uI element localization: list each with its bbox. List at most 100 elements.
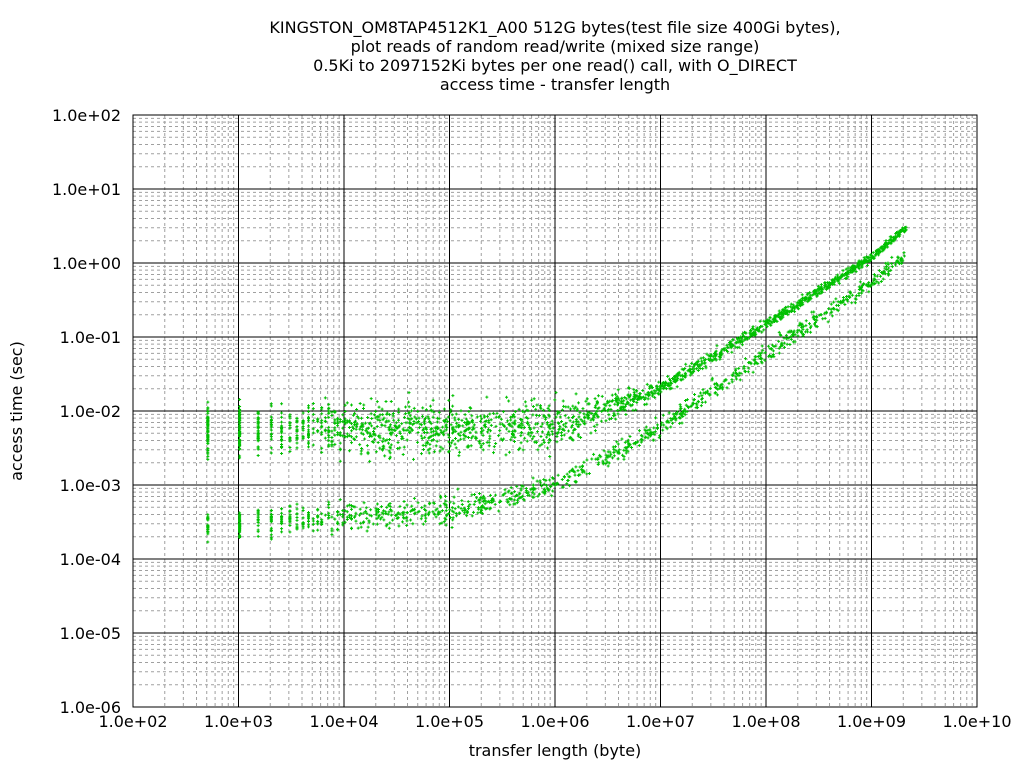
data-point <box>336 522 340 526</box>
data-point <box>519 488 523 492</box>
data-point <box>446 415 450 419</box>
data-point <box>886 245 890 249</box>
data-point <box>890 255 894 259</box>
data-point <box>469 444 473 448</box>
data-point <box>705 352 709 356</box>
data-point <box>347 420 351 424</box>
data-point <box>354 435 358 439</box>
data-point <box>582 460 586 464</box>
data-point <box>349 403 353 407</box>
data-point <box>605 455 609 459</box>
data-point <box>376 418 380 422</box>
y-tick-label: 1.0e-06 <box>60 698 121 717</box>
data-point <box>551 489 555 493</box>
data-point <box>442 407 446 411</box>
data-point <box>435 439 439 443</box>
data-point <box>406 428 410 432</box>
data-point <box>355 422 359 426</box>
data-point <box>354 519 358 523</box>
data-point <box>761 348 765 352</box>
data-point <box>560 431 564 435</box>
data-point <box>620 437 624 441</box>
data-point <box>462 433 466 437</box>
data-point <box>624 446 628 450</box>
data-point <box>777 346 781 350</box>
data-point <box>890 262 894 266</box>
data-point <box>280 415 284 419</box>
data-point <box>397 407 401 411</box>
data-point <box>307 519 311 523</box>
data-point <box>606 450 610 454</box>
data-point <box>343 421 347 425</box>
data-point <box>402 499 406 503</box>
data-point <box>377 405 381 409</box>
data-point <box>683 366 687 370</box>
data-point <box>382 416 386 420</box>
data-point <box>602 449 606 453</box>
data-point <box>837 281 841 285</box>
data-point <box>680 410 684 414</box>
data-point <box>775 319 779 323</box>
data-point <box>680 421 684 425</box>
data-point <box>655 386 659 390</box>
data-point <box>562 404 566 408</box>
data-point <box>639 440 643 444</box>
data-point <box>497 434 501 438</box>
data-point <box>540 430 544 434</box>
data-point <box>327 503 331 507</box>
data-point <box>382 509 386 513</box>
data-point <box>680 367 684 371</box>
data-point <box>790 333 794 337</box>
data-point <box>338 441 342 445</box>
plot-border <box>132 114 978 708</box>
data-point <box>206 447 210 451</box>
data-point <box>269 435 273 439</box>
data-point <box>876 248 880 252</box>
data-point <box>782 336 786 340</box>
data-point <box>238 514 242 518</box>
data-point <box>338 418 342 422</box>
data-point <box>527 423 531 427</box>
data-point <box>735 372 739 376</box>
data-point <box>412 419 416 423</box>
data-point <box>425 427 429 431</box>
data-point <box>425 430 429 434</box>
y-tick-label: 1.0e-01 <box>60 328 121 347</box>
data-point <box>454 436 458 440</box>
data-point <box>626 401 630 405</box>
data-point <box>439 496 443 500</box>
data-point <box>461 424 465 428</box>
data-point <box>429 434 433 438</box>
data-point <box>311 427 315 431</box>
data-point <box>770 354 774 358</box>
data-point <box>637 429 641 433</box>
data-point <box>695 403 699 407</box>
data-point <box>846 266 850 270</box>
data-point <box>815 294 819 298</box>
data-point <box>652 432 656 436</box>
data-point <box>855 294 859 298</box>
data-point <box>467 422 471 426</box>
data-point <box>846 275 850 279</box>
data-point <box>288 426 292 430</box>
data-point <box>623 440 627 444</box>
data-point <box>786 305 790 309</box>
data-point <box>450 526 454 530</box>
data-point <box>684 403 688 407</box>
data-point <box>333 517 337 521</box>
data-point <box>774 344 778 348</box>
data-point <box>420 423 424 427</box>
data-point <box>479 510 483 514</box>
data-point <box>838 277 842 281</box>
data-point <box>760 351 764 355</box>
data-point <box>812 322 816 326</box>
data-point <box>280 446 284 450</box>
data-point <box>877 269 881 273</box>
data-point <box>616 412 620 416</box>
data-point <box>542 482 546 486</box>
data-point <box>206 532 210 536</box>
data-point <box>458 450 462 454</box>
data-point <box>316 420 320 424</box>
data-point <box>734 377 738 381</box>
data-point <box>509 415 513 419</box>
